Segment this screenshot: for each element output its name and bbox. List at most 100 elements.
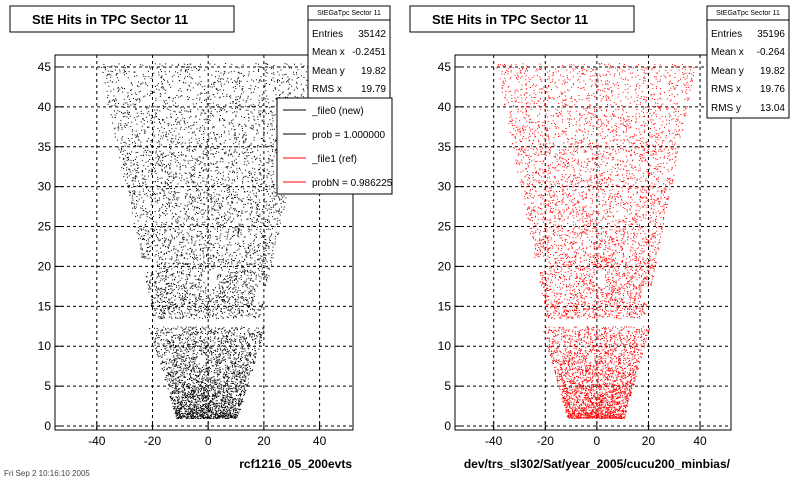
- scatter-point: [195, 307, 197, 308]
- scatter-point: [142, 170, 144, 172]
- scatter-point: [240, 297, 242, 299]
- scatter-point: [180, 369, 182, 371]
- scatter-point: [240, 328, 241, 330]
- scatter-point: [213, 380, 215, 382]
- scatter-point: [267, 225, 269, 227]
- scatter-point: [198, 387, 199, 389]
- scatter-point: [133, 203, 135, 205]
- scatter-point: [228, 262, 230, 264]
- scatter-point: [178, 401, 180, 403]
- scatter-point: [169, 341, 171, 343]
- scatter-point: [158, 165, 160, 167]
- scatter-point: [191, 203, 193, 205]
- scatter-point: [212, 255, 214, 257]
- scatter-point: [143, 177, 145, 179]
- scatter-point: [165, 100, 167, 102]
- scatter-point: [187, 274, 189, 276]
- scatter-point: [215, 314, 217, 316]
- scatter-point: [217, 70, 219, 72]
- scatter-point: [254, 271, 256, 273]
- scatter-point: [196, 382, 197, 384]
- scatter-point: [227, 259, 229, 261]
- scatter-point: [189, 404, 191, 405]
- scatter-point: [181, 151, 182, 153]
- scatter-point: [153, 166, 154, 168]
- scatter-point: [179, 407, 181, 409]
- scatter-point: [280, 198, 282, 200]
- scatter-point: [186, 148, 188, 150]
- scatter-point: [223, 130, 225, 132]
- scatter-point: [217, 260, 219, 262]
- scatter-point: [186, 177, 188, 179]
- scatter-point: [177, 317, 179, 319]
- scatter-point: [228, 194, 230, 196]
- scatter-point: [124, 173, 126, 175]
- scatter-point: [210, 231, 211, 233]
- scatter-point: [283, 206, 285, 208]
- scatter-point: [195, 297, 197, 299]
- scatter-point: [265, 275, 267, 277]
- scatter-point: [233, 70, 235, 72]
- scatter-point: [199, 374, 201, 376]
- scatter-point: [198, 400, 200, 402]
- scatter-point: [166, 269, 167, 271]
- scatter-point: [244, 357, 246, 359]
- scatter-point: [205, 368, 207, 370]
- scatter-point: [257, 216, 259, 217]
- scatter-point: [121, 86, 123, 88]
- scatter-point: [179, 294, 181, 296]
- scatter-point: [161, 275, 163, 277]
- scatter-point: [243, 240, 244, 242]
- scatter-point: [194, 310, 196, 312]
- scatter-point: [201, 86, 203, 88]
- scatter-point: [215, 395, 217, 397]
- scatter-point: [156, 300, 158, 302]
- scatter-point: [209, 234, 211, 236]
- scatter-point: [172, 352, 174, 354]
- scatter-point: [173, 372, 175, 374]
- scatter-point: [185, 396, 186, 398]
- scatter-point: [200, 126, 202, 128]
- scatter-point: [171, 212, 173, 214]
- scatter-point: [195, 303, 197, 305]
- scatter-point: [205, 387, 207, 389]
- scatter-point: [233, 391, 235, 393]
- scatter-point: [166, 272, 167, 274]
- scatter-point: [226, 244, 228, 246]
- scatter-point: [178, 353, 180, 355]
- scatter-point: [186, 343, 188, 345]
- scatter-point: [137, 85, 139, 87]
- scatter-point: [165, 214, 167, 216]
- scatter-point: [173, 365, 175, 367]
- scatter-point: [187, 405, 189, 407]
- scatter-point: [176, 141, 178, 143]
- scatter-point: [205, 385, 206, 386]
- scatter-point: [278, 89, 280, 91]
- scatter-point: [234, 363, 236, 364]
- scatter-point: [215, 138, 217, 140]
- scatter-point: [184, 287, 186, 289]
- scatter-point: [186, 292, 188, 294]
- scatter-point: [197, 289, 199, 291]
- scatter-point: [206, 228, 208, 230]
- scatter-point: [187, 71, 188, 73]
- scatter-point: [190, 224, 191, 226]
- scatter-point: [213, 115, 215, 117]
- scatter-point: [208, 394, 210, 396]
- scatter-point: [151, 93, 153, 94]
- scatter-point: [262, 303, 264, 305]
- scatter-point: [219, 285, 220, 287]
- scatter-point: [186, 89, 188, 91]
- scatter-point: [180, 404, 182, 406]
- scatter-point: [272, 162, 274, 164]
- scatter-point: [246, 309, 248, 311]
- scatter-point: [245, 125, 246, 127]
- scatter-point: [199, 156, 201, 158]
- scatter-point: [174, 97, 176, 99]
- scatter-point: [244, 236, 246, 238]
- scatter-point: [201, 340, 203, 342]
- scatter-point: [203, 255, 205, 257]
- scatter-point: [187, 415, 189, 417]
- scatter-point: [231, 128, 233, 130]
- scatter-point: [243, 188, 245, 190]
